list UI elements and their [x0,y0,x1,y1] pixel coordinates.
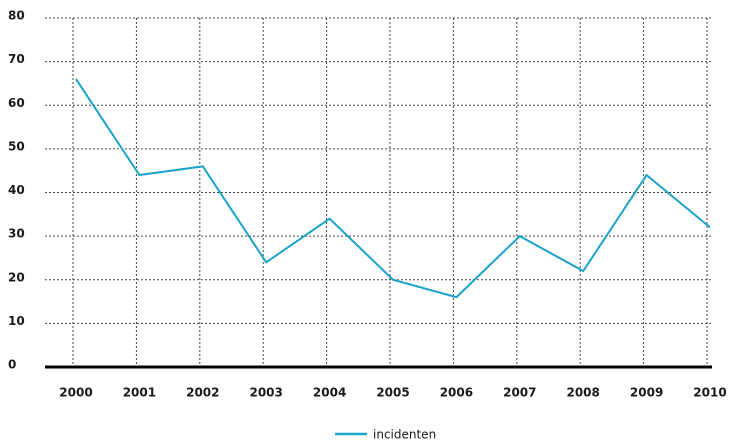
y-tick-label: 60 [8,96,25,110]
y-tick-label: 20 [8,270,25,284]
x-tick-label: 2000 [59,386,92,400]
legend-label: incidenten [373,428,436,442]
y-tick-label: 70 [8,52,25,66]
data-line [75,78,711,299]
x-tick-label: 2002 [186,386,219,400]
y-tick-label: 50 [8,139,25,153]
x-tick-label: 2001 [123,386,156,400]
x-tick-label: 2003 [249,386,282,400]
y-tick-label: 10 [8,314,25,328]
y-tick-label: 80 [8,9,25,23]
x-tick-label: 2005 [376,386,409,400]
y-tick-label: 0 [8,358,16,372]
y-tick-label: 40 [8,183,25,197]
x-tick-label: 2008 [566,386,599,400]
x-tick-label: 2006 [440,386,473,400]
x-tick-label: 2010 [693,386,726,400]
y-tick-label: 30 [8,227,25,241]
x-tick-label: 2009 [630,386,663,400]
x-tick-label: 2004 [313,386,346,400]
x-tick-label: 2007 [503,386,536,400]
